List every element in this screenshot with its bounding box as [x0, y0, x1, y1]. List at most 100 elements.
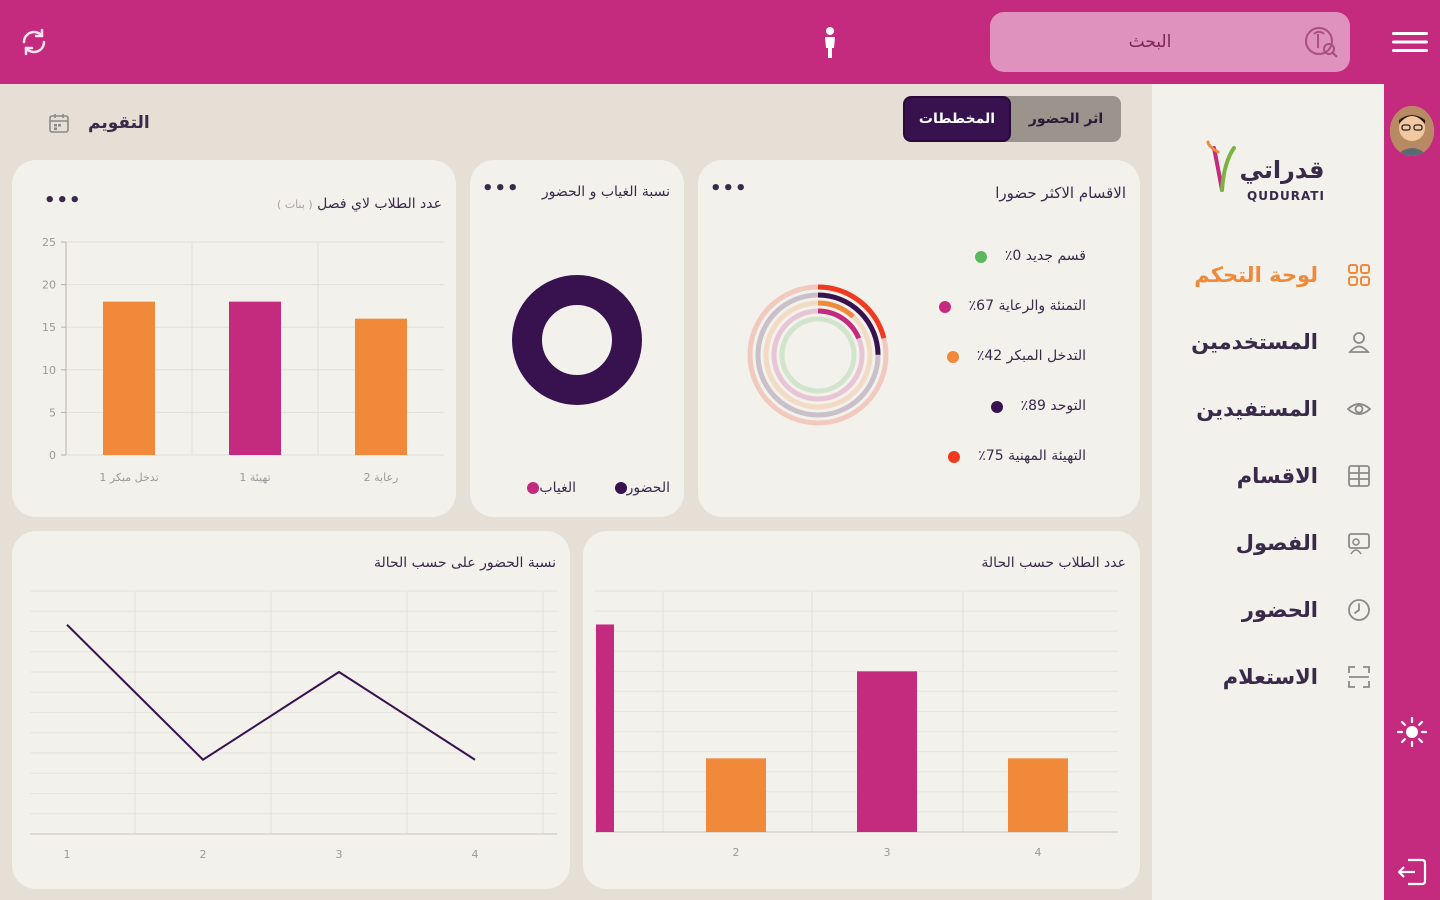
tab-charts[interactable]: المخططات — [903, 96, 1011, 142]
department-rings-chart — [747, 284, 889, 426]
card-title: عدد الطلاب لاي فصل ( بنات ) — [277, 196, 442, 212]
legend-label: الحضور — [626, 480, 670, 496]
donut-slice — [512, 275, 642, 405]
x-tick-label: تهيئة 1 — [239, 471, 270, 484]
x-tick-label: 4 — [1035, 846, 1042, 859]
attendance-by-status-line-chart: 1 2 3 4 — [30, 590, 557, 861]
y-tick-label: 15 — [42, 321, 56, 334]
clock-icon — [1348, 599, 1370, 621]
calendar-label: التقويم — [88, 113, 150, 133]
card-title: نسبة الحضور على حسب الحالة — [373, 555, 556, 571]
x-tick-label: 2 — [200, 848, 207, 861]
person-icon[interactable] — [818, 26, 842, 60]
ring-value — [763, 300, 873, 410]
ring-value — [771, 308, 865, 402]
refresh-icon[interactable] — [18, 26, 50, 58]
x-tick-label: 3 — [336, 848, 343, 861]
card-top-departments: الاقسام الاكثر حضورا ••• قسم جديد 0٪ التم… — [698, 160, 1140, 517]
legend-dot — [974, 251, 987, 263]
sidebar-item-label: الحضور — [1241, 598, 1318, 622]
card-students-by-status: عدد الطلاب حسب الحالة 2 3 4 — [583, 531, 1140, 889]
right-rail — [1384, 84, 1440, 900]
bar[interactable] — [596, 624, 614, 832]
x-tick-label: رعاية 2 — [364, 471, 399, 484]
sidebar — [1152, 84, 1384, 900]
qudurati-logo: قدراتي QUDURATI — [1206, 140, 1325, 203]
bar[interactable] — [857, 671, 917, 832]
y-tick-label: 0 — [49, 449, 56, 462]
card-subtitle: ( بنات ) — [277, 198, 313, 211]
x-tick-label: 2 — [733, 846, 740, 859]
legend-dot — [527, 482, 540, 494]
legend-item: التوحد 89٪ — [990, 398, 1086, 414]
search-box — [990, 12, 1350, 72]
sidebar-item-classes[interactable]: الفصول — [1176, 521, 1372, 565]
legend-item: التدخل المبكر 42٪ — [946, 348, 1086, 364]
search-input[interactable] — [1010, 12, 1290, 72]
sidebar-item-attendance[interactable]: الحضور — [1176, 588, 1372, 632]
calendar-button[interactable]: التقويم — [48, 106, 158, 140]
legend-label: التوحد 89٪ — [1020, 398, 1086, 414]
bar[interactable] — [229, 301, 281, 455]
legend-label: التهيئة المهنية 75٪ — [978, 448, 1086, 464]
theme-toggle-icon[interactable] — [1396, 716, 1428, 748]
sidebar-item-dashboard[interactable]: لوحة التحكم — [1176, 253, 1372, 297]
logo-latin-text: QUDURATI — [1247, 189, 1325, 203]
x-tick-label: 4 — [472, 848, 479, 861]
card-attendance-by-status: نسبة الحضور على حسب الحالة 1 2 3 4 — [12, 531, 570, 889]
y-tick-label: 20 — [42, 279, 56, 292]
card-students-per-class: عدد الطلاب لاي فصل ( بنات ) ••• 0 5 10 15 20… — [12, 160, 456, 517]
card-title: نسبة الغياب و الحضور — [541, 184, 670, 200]
legend-label: التدخل المبكر 42٪ — [976, 348, 1086, 364]
sidebar-item-inquiry[interactable]: الاستعلام — [1176, 655, 1372, 699]
sidebar-item-departments[interactable]: الاقسام — [1176, 454, 1372, 498]
sidebar-item-label: لوحة التحكم — [1194, 263, 1318, 287]
calendar-icon — [49, 114, 69, 133]
more-options-button[interactable]: ••• — [482, 178, 520, 199]
card-title: عدد الطلاب حسب الحالة — [981, 555, 1126, 571]
y-tick-label: 10 — [42, 364, 56, 377]
legend-dot — [946, 351, 959, 363]
card-title-text: عدد الطلاب لاي فصل — [317, 196, 442, 212]
more-options-button[interactable]: ••• — [44, 190, 82, 211]
legend-item: قسم جديد 0٪ — [974, 248, 1086, 264]
more-options-button[interactable]: ••• — [710, 178, 748, 199]
bar[interactable] — [1008, 758, 1068, 832]
logo-arabic-text: قدراتي — [1240, 156, 1325, 184]
bar[interactable] — [103, 301, 155, 455]
legend-item-present: الحضور — [607, 480, 670, 496]
legend-item: التمنئة والرعاية 67٪ — [938, 298, 1086, 314]
attendance-donut-chart — [512, 275, 642, 405]
grid-icon — [1348, 264, 1370, 286]
table-icon — [1348, 465, 1370, 487]
legend-dot — [938, 301, 951, 313]
hamburger-menu-icon[interactable] — [1392, 30, 1428, 54]
legend-item-absent: الغياب — [519, 480, 576, 496]
legend-dot — [614, 482, 627, 494]
avatar[interactable] — [1390, 106, 1434, 156]
legend-label: الغياب — [539, 480, 576, 496]
series-line — [66, 624, 476, 762]
legend-label: قسم جديد 0٪ — [1004, 248, 1086, 264]
sidebar-item-users[interactable]: المستخدمين — [1176, 320, 1372, 364]
x-tick-label: 3 — [884, 846, 891, 859]
eye-icon — [1346, 403, 1372, 415]
students-per-class-bar-chart: 0 5 10 15 20 25 تدخل مبكر 1 تهيئة 1 رعاية 2 — [42, 236, 444, 484]
user-icon — [1348, 332, 1370, 353]
search-icon[interactable] — [1302, 24, 1340, 60]
card-attendance-ratio: نسبة الغياب و الحضور ••• الحضور الغياب — [470, 160, 684, 517]
logout-icon[interactable] — [1394, 854, 1430, 890]
sidebar-item-label: المستخدمين — [1191, 330, 1318, 354]
x-tick-label: تدخل مبكر 1 — [99, 471, 158, 484]
bar[interactable] — [706, 758, 766, 832]
sidebar-item-label: الاستعلام — [1222, 665, 1318, 689]
sidebar-item-beneficiaries[interactable]: المستفيدين — [1176, 387, 1372, 431]
y-tick-label: 25 — [42, 236, 56, 249]
sidebar-item-label: الفصول — [1235, 531, 1318, 555]
legend-dot — [990, 401, 1003, 413]
tab-attendance-impact[interactable]: اثر الحضور — [1011, 96, 1121, 142]
ring-value — [755, 292, 881, 418]
students-by-status-bar-chart: 2 3 4 — [595, 590, 1118, 859]
bar[interactable] — [355, 318, 407, 455]
scan-icon — [1348, 666, 1370, 688]
